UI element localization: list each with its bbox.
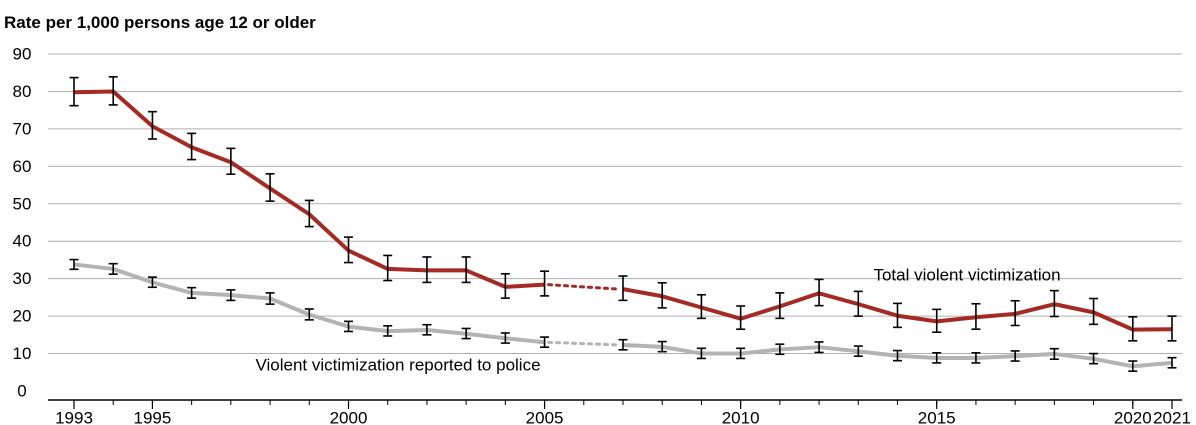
y-tick-label: 90	[13, 44, 32, 63]
error-bar	[147, 110, 157, 140]
error-bar	[657, 340, 667, 353]
error-bar	[775, 343, 785, 356]
error-bar	[1049, 289, 1059, 318]
error-bar	[657, 281, 667, 309]
error-bar	[1128, 360, 1138, 372]
series-gap-dotted	[547, 283, 621, 291]
error-bar	[187, 286, 197, 299]
error-bar	[932, 352, 942, 364]
error-bar	[814, 341, 824, 354]
series-layer: Total violent victimization Violent victi…	[69, 76, 1177, 374]
error-bar	[971, 352, 981, 364]
x-tick-label: 2021	[1153, 408, 1191, 425]
error-bar	[1049, 347, 1059, 360]
error-bar	[304, 308, 314, 321]
x-tick-label: 1995	[134, 408, 172, 425]
y-tick-label: 10	[13, 344, 32, 363]
error-bar	[69, 76, 79, 107]
error-bar	[1010, 299, 1020, 327]
x-tick-label: 1993	[55, 408, 93, 425]
series-line-segment	[73, 262, 545, 345]
error-bar	[736, 305, 746, 331]
error-bar	[814, 278, 824, 307]
error-bar	[893, 349, 902, 362]
error-bar	[1167, 356, 1177, 369]
error-bar	[971, 302, 981, 331]
error-bar	[540, 270, 550, 297]
error-bar	[618, 275, 628, 302]
series-label: Violent victimization reported to police	[255, 355, 540, 374]
error-bar	[853, 290, 863, 317]
x-tick-label: 2015	[918, 408, 956, 425]
series-label: Total violent victimization	[873, 265, 1060, 284]
error-bar	[736, 347, 746, 360]
x-tick-label: 2020	[1114, 408, 1152, 425]
error-bar	[344, 236, 353, 264]
error-bar	[853, 345, 863, 357]
error-bar	[500, 332, 510, 344]
error-bar	[893, 302, 902, 329]
error-bar	[108, 262, 118, 275]
error-bar	[618, 338, 628, 351]
error-bar	[383, 254, 393, 282]
error-bar	[696, 293, 706, 320]
error-bar	[226, 147, 236, 175]
error-bar	[461, 327, 471, 340]
error-bar	[304, 199, 314, 228]
series-0: Total violent victimization	[69, 76, 1177, 342]
error-bar	[500, 272, 510, 299]
x-tick-label: 2000	[330, 408, 368, 425]
x-tick-label: 2005	[526, 408, 564, 425]
error-bar	[1167, 315, 1177, 342]
error-bar	[383, 325, 393, 337]
y-tick-label: 20	[13, 307, 32, 326]
series-line-segment	[73, 89, 545, 289]
error-bar	[108, 76, 118, 106]
error-bar	[344, 320, 353, 333]
error-bar	[461, 256, 471, 284]
y-tick-label: 60	[13, 157, 32, 176]
y-tick-label: 80	[13, 82, 32, 101]
error-bar	[422, 256, 432, 284]
y-tick-label: 50	[13, 194, 32, 213]
y-axis-ticks: 0 10 20 30 40 50 60 70 80 90	[13, 44, 32, 400]
error-bar	[1010, 350, 1020, 362]
error-bar	[422, 323, 432, 336]
error-bar	[226, 289, 236, 302]
error-bar	[265, 173, 275, 202]
error-bar	[932, 308, 942, 334]
y-axis-title: Rate per 1,000 persons age 12 or older	[4, 13, 316, 32]
y-tick-label: 0	[17, 381, 26, 400]
series-gap-dotted	[547, 340, 621, 347]
x-axis: 1993 1995 2000 2005 2010 2015 2020 2021	[48, 399, 1191, 425]
y-tick-label: 70	[13, 119, 32, 138]
gridlines	[48, 53, 1182, 355]
y-tick-label: 30	[13, 269, 32, 288]
error-bar	[1128, 316, 1138, 342]
error-bar	[147, 276, 157, 289]
error-bar	[696, 347, 706, 360]
error-bar	[69, 258, 79, 271]
error-bar	[1089, 297, 1099, 326]
error-bar	[1089, 352, 1099, 365]
series-1: Violent victimization reported to police	[69, 258, 1177, 374]
error-bar	[775, 292, 785, 320]
x-tick-label: 2010	[722, 408, 760, 425]
error-bar	[540, 336, 550, 348]
error-bar	[187, 132, 197, 161]
y-tick-label: 40	[13, 232, 32, 251]
error-bar	[265, 292, 275, 305]
